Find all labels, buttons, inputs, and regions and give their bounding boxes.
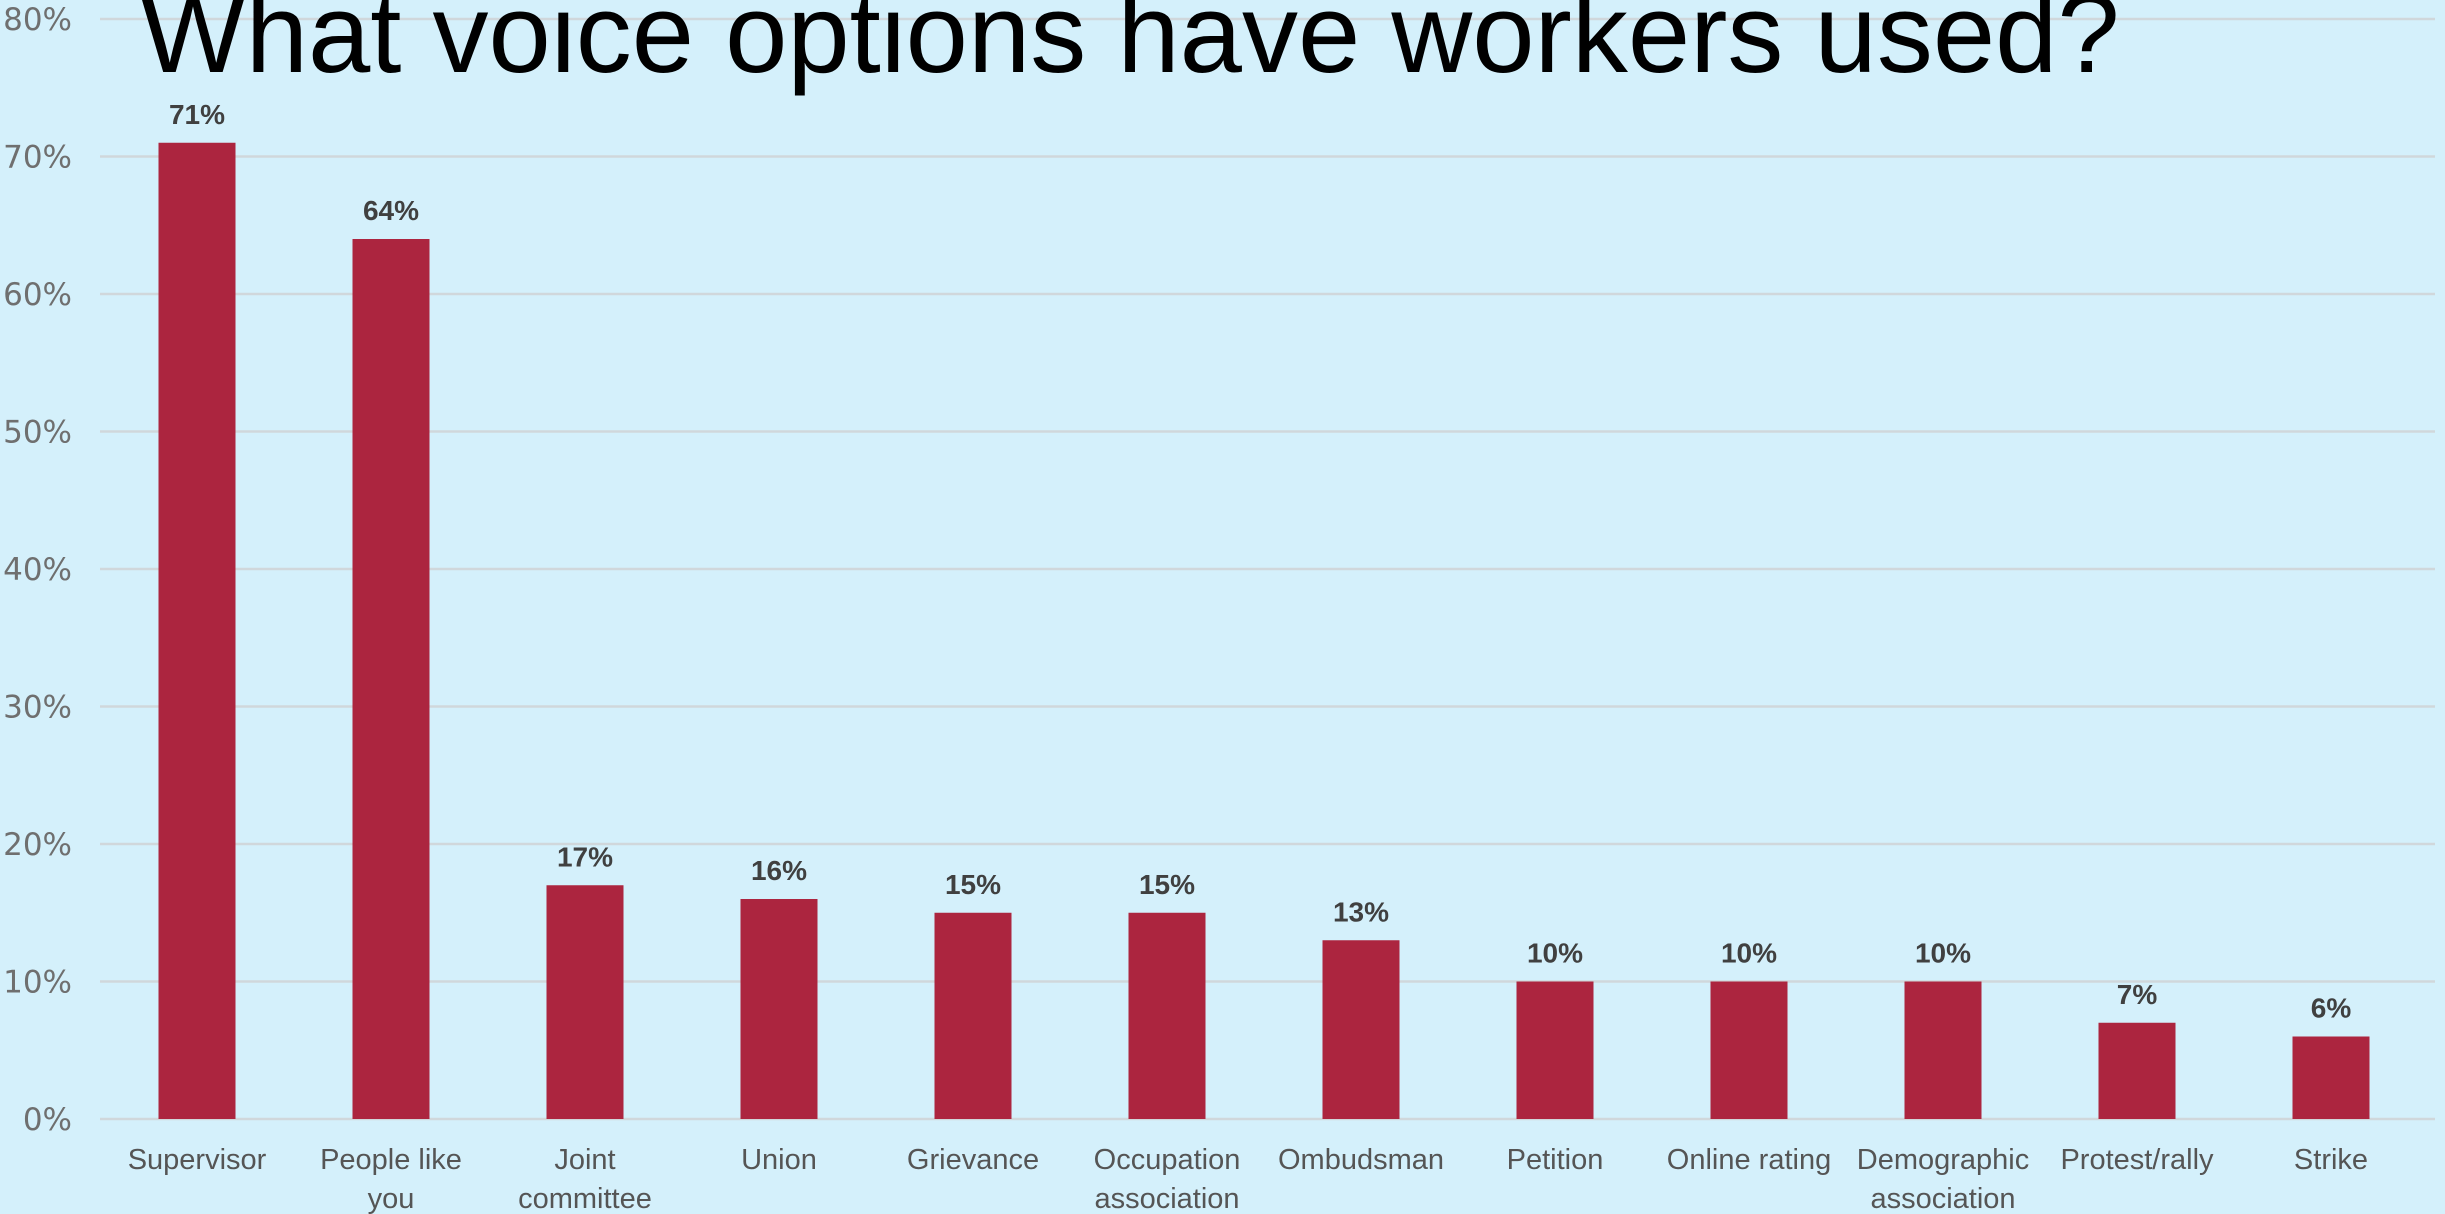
y-tick-label: 0% [23,1102,72,1138]
x-tick-label: Ombudsman [1278,1144,1444,1176]
x-tick-label: Protest/rally [2060,1144,2214,1176]
data-labels: 71% 64% 17% 16% 15% 15% 13% 10% 10% 10% 7% 6% [169,99,2351,1024]
y-tick-label: 10% [3,965,72,1001]
data-label: 15% [945,869,1001,900]
x-tick-label: Grievance [907,1144,1039,1176]
data-label: 64% [363,195,419,226]
y-tick-label: 40% [3,552,72,588]
bar [1128,912,1206,1119]
x-tick-label: Union [741,1144,817,1176]
bar [1904,981,1982,1119]
x-tick-label: Occupation association [1094,1144,1241,1214]
bar [1322,940,1400,1119]
data-label: 13% [1333,896,1389,927]
y-tick-label: 70% [3,140,72,176]
y-tick-label: 80% [3,2,72,38]
y-tick-label: 50% [3,415,72,451]
data-label: 15% [1139,869,1195,900]
chart-title: What voice options have workers used? [140,0,2120,96]
y-tick-label: 30% [3,690,72,726]
bar [1710,981,1788,1119]
x-axis-tick-labels: Supervisor People like you Joint committee Un… [128,1144,2368,1214]
data-label: 7% [2117,979,2158,1010]
data-label: 17% [557,841,613,872]
bar [2292,1036,2370,1119]
bar [158,142,236,1119]
data-label: 10% [1721,938,1777,969]
data-label: 10% [1915,938,1971,969]
y-tick-label: 60% [3,277,72,313]
bar [1516,981,1594,1119]
x-tick-label: Petition [1507,1144,1604,1176]
bar [546,885,624,1119]
x-tick-label: Strike [2294,1144,2368,1176]
bar [352,239,430,1119]
x-tick-label: Joint committee [518,1144,652,1214]
y-tick-label: 20% [3,827,72,863]
bar [2098,1022,2176,1119]
data-label: 16% [751,855,807,886]
x-tick-label: Supervisor [128,1144,267,1176]
x-tick-label: Online rating [1667,1144,1831,1176]
gridlines [100,17,2435,1121]
x-tick-label: Demographic association [1857,1144,2029,1214]
data-label: 71% [169,99,225,130]
bars [158,142,2370,1119]
data-label: 10% [1527,938,1583,969]
bar [740,899,818,1119]
x-tick-label: People like you [320,1144,462,1214]
bar [934,912,1012,1119]
data-label: 6% [2311,993,2352,1024]
y-axis-tick-labels: 0% 10% 20% 30% 40% 50% 60% 70% 80% [3,2,72,1138]
